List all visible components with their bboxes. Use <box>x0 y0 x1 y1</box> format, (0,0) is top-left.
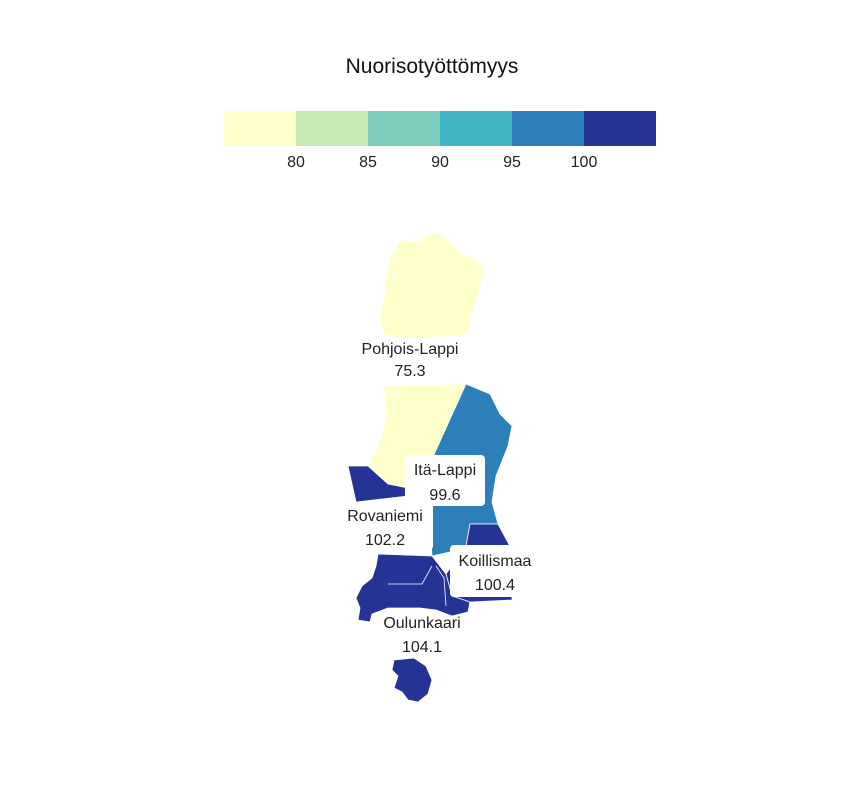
label-oulunkaari: Oulunkaari 104.1 <box>383 615 460 656</box>
legend-tick-80: 80 <box>287 154 305 171</box>
region-value-label: 104.1 <box>402 639 442 656</box>
color-legend <box>224 111 656 146</box>
region-value-label: 99.6 <box>429 487 460 504</box>
region-value-label: 75.3 <box>394 363 425 380</box>
legend-bin-2 <box>296 111 368 146</box>
legend-tick-90: 90 <box>431 154 449 171</box>
legend-tick-85: 85 <box>359 154 377 171</box>
region-name-label: Rovaniemi <box>347 508 423 525</box>
region-value-label: 102.2 <box>365 532 405 549</box>
label-background <box>337 502 433 550</box>
legend-bin-5 <box>512 111 584 146</box>
region-value-label: 100.4 <box>475 577 515 594</box>
region-boundary-line <box>435 565 447 607</box>
map-title: Nuorisotyöttömyys <box>345 55 519 78</box>
legend-tick-95: 95 <box>503 154 521 171</box>
label-koillismaa: Koillismaa 100.4 <box>450 545 540 597</box>
region-name-label: Itä-Lappi <box>414 462 476 479</box>
region-name-label: Koillismaa <box>459 553 532 570</box>
region-name-label: Pohjois-Lappi <box>362 341 459 358</box>
legend-bin-1 <box>224 111 296 146</box>
legend-bin-4 <box>440 111 512 146</box>
region-boundary-line <box>388 565 433 585</box>
label-background <box>450 545 540 597</box>
region-name-label: Oulunkaari <box>383 615 460 632</box>
label-rovaniemi: Rovaniemi 102.2 <box>337 502 433 550</box>
label-pohjois-lappi: Pohjois-Lappi 75.3 <box>362 341 459 380</box>
legend-bin-6 <box>584 111 656 146</box>
legend-tick-100: 100 <box>570 154 598 171</box>
label-ita-lappi: Itä-Lappi 99.6 <box>405 455 485 506</box>
label-background <box>405 455 485 506</box>
legend-bin-3 <box>368 111 440 146</box>
